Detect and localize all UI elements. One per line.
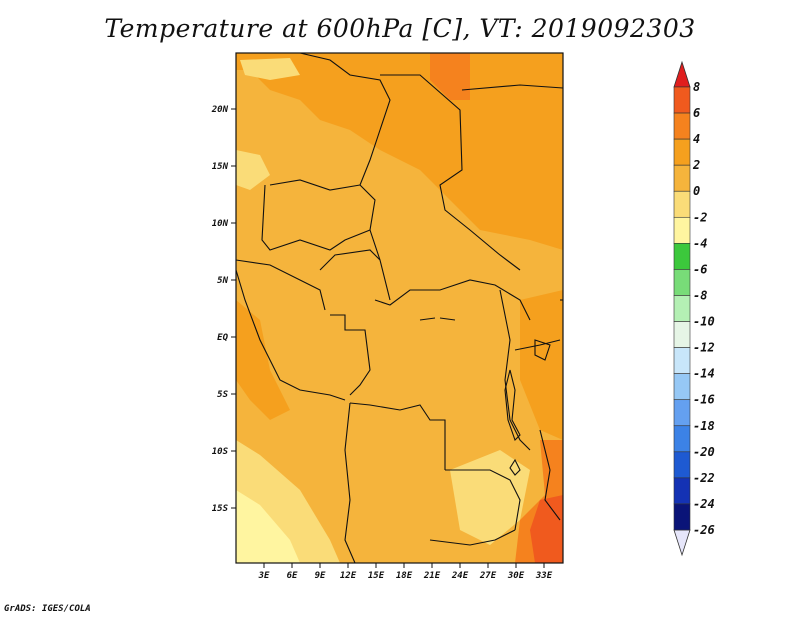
colorbar-swatch <box>673 321 691 348</box>
lakes <box>419 317 551 476</box>
warm-region-north <box>236 53 563 250</box>
x-tick-label: 24E <box>451 571 469 581</box>
hot-spot-north <box>430 53 470 100</box>
colorbar-label: -10 <box>693 315 715 329</box>
colorbar-swatch <box>673 138 691 166</box>
y-tick-label: 20N <box>211 105 229 115</box>
x-tick-label: 33E <box>535 571 553 581</box>
colorbar-label: 6 <box>693 106 700 120</box>
colorbar-swatch <box>673 190 691 218</box>
y-tick-label: 10N <box>212 219 229 229</box>
x-tick-label: 30E <box>507 571 525 581</box>
cool-band-southeast <box>450 450 530 545</box>
x-tick-label: 21E <box>423 571 441 581</box>
map-frame <box>235 52 564 564</box>
x-tick-label: 6E <box>287 571 298 581</box>
x-tick-label: 27E <box>479 571 497 581</box>
map-panel <box>236 53 563 563</box>
cold-strip-southwest <box>236 490 300 563</box>
colorbar-swatch <box>673 86 691 114</box>
colorbar-label: 4 <box>693 132 700 146</box>
colorbar-swatch <box>673 503 691 531</box>
x-axis: 3E 6E 9E 12E 15E 18E 21E 24E 27E 30E 33E <box>258 563 553 581</box>
colorbar-label: 0 <box>693 184 700 198</box>
colorbar-swatch <box>673 477 691 505</box>
y-axis: 20N 15N 10N 5N EQ 5S 10S 15S <box>211 105 236 514</box>
warm-region-west <box>236 300 290 420</box>
colorbar-label: -12 <box>693 341 715 355</box>
colorbar-swatch <box>673 425 691 453</box>
colorbar-swatch <box>673 399 691 427</box>
colorbar: 8 6 4 2 0 -2 -4 -6 -8 -10 -12 -14 -16 -18 -20 -22 -24 -26 <box>673 60 715 557</box>
colorbar-bottom-arrow <box>673 529 691 557</box>
colorbar-label: -22 <box>693 471 715 485</box>
x-tick-label: 18E <box>396 571 413 581</box>
colorbar-label: -16 <box>693 393 715 407</box>
colorbar-label: -24 <box>693 497 715 511</box>
colorbar-label: -14 <box>693 367 715 381</box>
y-tick-label: EQ <box>217 333 228 343</box>
colorbar-swatch <box>673 295 691 322</box>
colorbar-label: -2 <box>693 210 707 224</box>
x-tick-label: 12E <box>340 571 357 581</box>
colorbar-label: -26 <box>693 523 715 537</box>
grads-credit: GrADS: IGES/COLA <box>4 604 91 614</box>
colorbar-label: 8 <box>693 80 700 94</box>
colorbar-swatch <box>673 216 691 244</box>
map-title: Temperature at 600hPa [C], VT: 201909230… <box>104 14 696 43</box>
y-tick-label: 5S <box>217 390 228 400</box>
very-hot-spot-southeast <box>530 495 563 563</box>
y-tick-label: 15S <box>212 504 229 514</box>
y-tick-label: 5N <box>217 276 228 286</box>
x-tick-label: 9E <box>315 571 326 581</box>
colorbar-label: -4 <box>693 236 707 250</box>
colorbar-swatch <box>673 164 691 192</box>
x-tick-label: 15E <box>368 571 385 581</box>
x-tick-label: 3E <box>258 571 270 581</box>
warm-region-east <box>520 290 563 440</box>
colorbar-swatch <box>673 373 691 401</box>
colorbar-swatch <box>673 112 691 140</box>
cool-patch-north <box>240 58 300 80</box>
y-tick-label: 10S <box>212 447 229 457</box>
colorbar-label: -20 <box>693 445 715 459</box>
colorbar-label: -6 <box>693 262 707 276</box>
colorbar-label: -8 <box>693 288 707 302</box>
colorbar-label: -18 <box>693 419 715 433</box>
y-tick-label: 15N <box>212 162 229 172</box>
colorbar-label: 2 <box>692 158 700 172</box>
colorbar-swatch <box>673 347 691 374</box>
colorbar-top-arrow <box>673 60 691 88</box>
colorbar-swatch <box>673 269 691 296</box>
cool-patch-northwest <box>236 150 270 190</box>
colorbar-swatch <box>673 451 691 479</box>
country-borders <box>236 53 563 563</box>
colorbar-swatch <box>673 243 691 270</box>
